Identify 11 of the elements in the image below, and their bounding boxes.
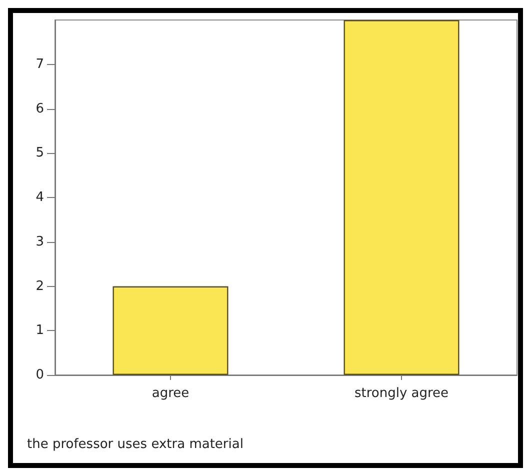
y-tick-label: 0 (36, 368, 44, 382)
x-tick-label: agree (152, 386, 190, 401)
y-tick-label: 7 (36, 56, 44, 72)
y-tick-label: 4 (36, 190, 44, 205)
x-tick-label: strongly agree (354, 386, 449, 401)
y-tick-label: 2 (36, 278, 44, 294)
y-tick-label: 3 (36, 234, 44, 250)
y-tick-label: 1 (36, 323, 44, 338)
y-tick-label: 5 (36, 146, 44, 161)
y-tick-label: 6 (36, 101, 44, 116)
text: the professor uses extra material (27, 437, 244, 452)
